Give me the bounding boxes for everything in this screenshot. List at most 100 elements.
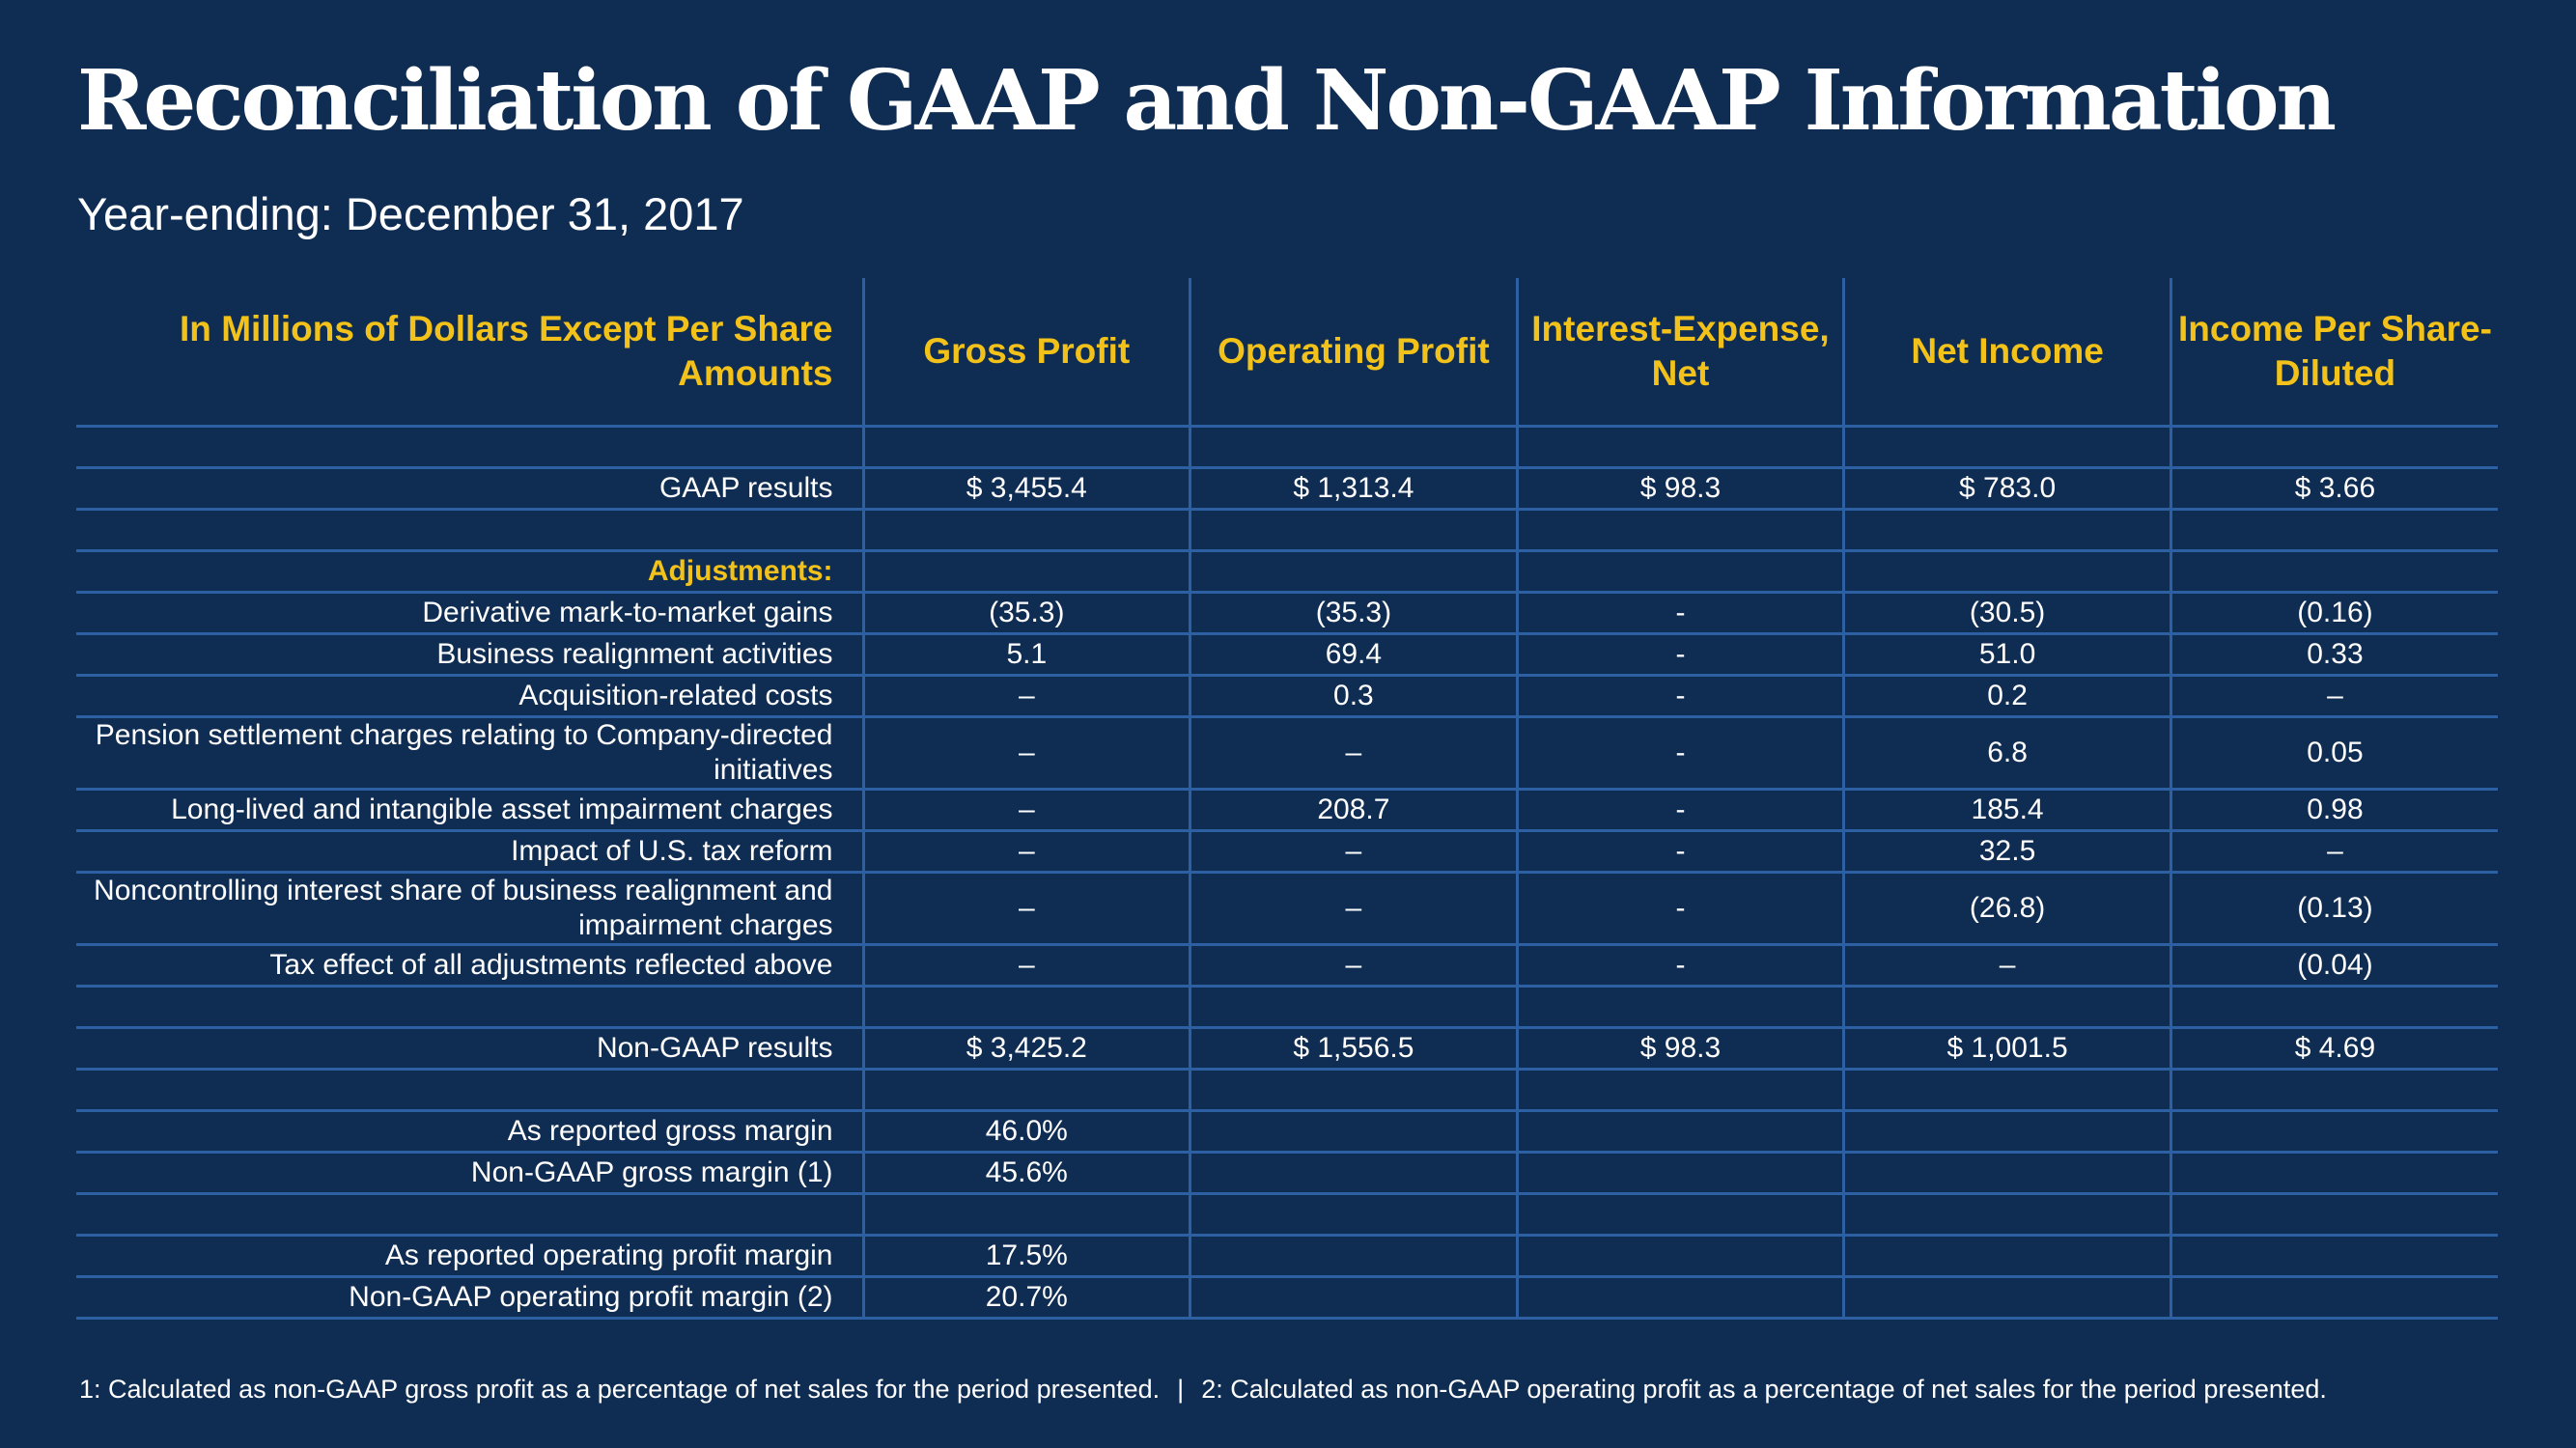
cell-value: (35.3)	[1189, 592, 1518, 635]
cell-value: 185.4	[1842, 789, 2171, 832]
cell-value	[1189, 986, 1518, 1029]
cell-value	[1515, 1152, 1844, 1195]
cell-value: (0.16)	[2169, 592, 2498, 635]
reconciliation-table: In Millions of Dollars Except Per Share …	[76, 278, 2498, 1320]
header-gross-profit: Gross Profit	[861, 278, 1190, 428]
cell-value: -	[1515, 675, 1844, 718]
cell-value: -	[1515, 716, 1844, 791]
table-row: As reported operating profit margin 17.5%	[76, 1235, 2498, 1278]
header-operating-profit: Operating Profit	[1189, 278, 1518, 428]
table-row: Derivative mark-to-market gains (35.3) (35…	[76, 592, 2498, 635]
row-label	[76, 509, 863, 552]
table-header-row: In Millions of Dollars Except Per Share …	[76, 278, 2498, 428]
cell-value: 6.8	[1842, 716, 2171, 791]
row-label: Non-GAAP results	[76, 1027, 863, 1071]
cell-value	[861, 1193, 1190, 1237]
cell-value: –	[1189, 830, 1518, 874]
row-label: Derivative mark-to-market gains	[76, 592, 863, 635]
row-label: Long-lived and intangible asset impairme…	[76, 789, 863, 832]
cell-value: (26.8)	[1842, 872, 2171, 946]
footnote-1: 1: Calculated as non-GAAP gross profit a…	[79, 1375, 1161, 1404]
cell-value	[1842, 1235, 2171, 1278]
cell-value: –	[2169, 675, 2498, 718]
cell-value	[2169, 1110, 2498, 1154]
table-spacer-row	[76, 426, 2498, 469]
cell-value	[1189, 1193, 1518, 1237]
row-label: Non-GAAP gross margin (1)	[76, 1152, 863, 1195]
cell-value	[861, 509, 1190, 552]
row-label	[76, 1193, 863, 1237]
page-title: Reconciliation of GAAP and Non-GAAP Info…	[77, 52, 2337, 150]
cell-value	[1842, 1152, 2171, 1195]
header-label: In Millions of Dollars Except Per Share …	[76, 278, 863, 428]
cell-value	[2169, 1069, 2498, 1112]
cell-value	[861, 550, 1190, 594]
cell-value: -	[1515, 944, 1844, 988]
table-row: Long-lived and intangible asset impairme…	[76, 789, 2498, 832]
cell-value: $ 3,455.4	[861, 467, 1190, 511]
cell-value	[1515, 1069, 1844, 1112]
cell-value	[1189, 1152, 1518, 1195]
cell-value	[1842, 426, 2171, 469]
cell-value	[2169, 426, 2498, 469]
row-label: GAAP results	[76, 467, 863, 511]
table-row: Non-GAAP results $ 3,425.2 $ 1,556.5 $ 98.3…	[76, 1027, 2498, 1071]
cell-value: 0.98	[2169, 789, 2498, 832]
cell-value	[2169, 1276, 2498, 1320]
row-label: Non-GAAP operating profit margin (2)	[76, 1276, 863, 1320]
cell-value: $ 783.0	[1842, 467, 2171, 511]
table-row: Non-GAAP operating profit margin (2) 20.7…	[76, 1276, 2498, 1320]
cell-value	[2169, 1193, 2498, 1237]
cell-value: –	[861, 675, 1190, 718]
footnotes: 1: Calculated as non-GAAP gross profit a…	[79, 1375, 2327, 1405]
cell-value: 17.5%	[861, 1235, 1190, 1278]
row-label: As reported gross margin	[76, 1110, 863, 1154]
cell-value: -	[1515, 789, 1844, 832]
cell-value	[1515, 509, 1844, 552]
row-label	[76, 426, 863, 469]
row-label: Acquisition-related costs	[76, 675, 863, 718]
cell-value: (35.3)	[861, 592, 1190, 635]
cell-value	[1189, 509, 1518, 552]
footnote-2: 2: Calculated as non-GAAP operating prof…	[1201, 1375, 2327, 1404]
cell-value	[2169, 986, 2498, 1029]
cell-value	[1189, 1235, 1518, 1278]
cell-value	[1842, 986, 2171, 1029]
cell-value: –	[861, 789, 1190, 832]
cell-value	[1515, 426, 1844, 469]
cell-value: 51.0	[1842, 633, 2171, 677]
cell-value: –	[1189, 944, 1518, 988]
cell-value: 69.4	[1189, 633, 1518, 677]
row-label: Business realignment activities	[76, 633, 863, 677]
cell-value: $ 1,313.4	[1189, 467, 1518, 511]
cell-value: 5.1	[861, 633, 1190, 677]
cell-value: 0.05	[2169, 716, 2498, 791]
cell-value: 45.6%	[861, 1152, 1190, 1195]
cell-value: –	[1842, 944, 2171, 988]
cell-value: 0.2	[1842, 675, 2171, 718]
page-subtitle: Year-ending: December 31, 2017	[77, 188, 744, 239]
cell-value: 0.3	[1189, 675, 1518, 718]
table-row: Acquisition-related costs –0.3-0.2–	[76, 675, 2498, 718]
cell-value: –	[861, 830, 1190, 874]
table-row: Adjustments:	[76, 550, 2498, 594]
cell-value: 20.7%	[861, 1276, 1190, 1320]
cell-value: $ 98.3	[1515, 1027, 1844, 1071]
cell-value	[1515, 550, 1844, 594]
cell-value: 32.5	[1842, 830, 2171, 874]
cell-value	[861, 426, 1190, 469]
cell-value: –	[1189, 872, 1518, 946]
row-label: Tax effect of all adjustments reflected …	[76, 944, 863, 988]
row-label: Adjustments:	[76, 550, 863, 594]
cell-value	[1515, 986, 1844, 1029]
header-interest-expense-net: Interest-Expense, Net	[1515, 278, 1844, 428]
table-row: Business realignment activities 5.1 69.4-5…	[76, 633, 2498, 677]
cell-value	[1189, 1069, 1518, 1112]
table-spacer-row	[76, 1069, 2498, 1112]
cell-value: (0.04)	[2169, 944, 2498, 988]
cell-value: –	[861, 716, 1190, 791]
cell-value	[1842, 550, 2171, 594]
cell-value	[1515, 1110, 1844, 1154]
cell-value	[2169, 1235, 2498, 1278]
table-spacer-row	[76, 986, 2498, 1029]
